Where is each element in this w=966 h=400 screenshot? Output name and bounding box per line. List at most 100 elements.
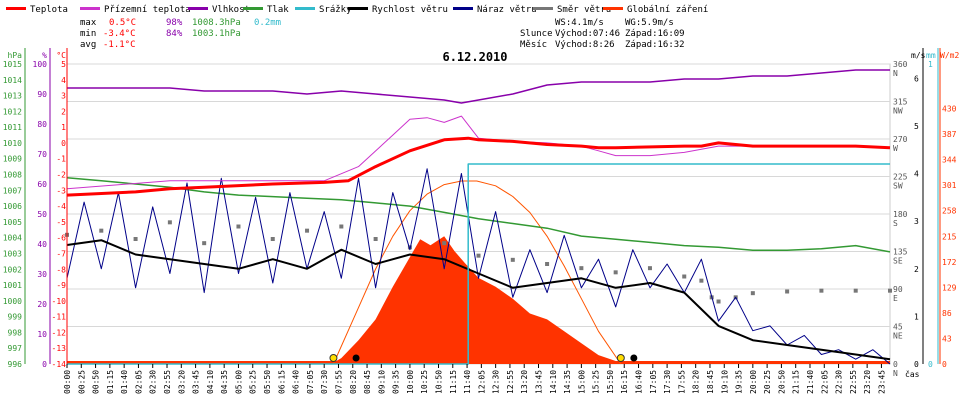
legend-swatch [603, 7, 623, 10]
moonset-marker [630, 354, 638, 362]
series-wind-direction-point [716, 299, 721, 304]
axis-hpa-label: hPa [8, 51, 23, 60]
axis-humidity-label: % [42, 51, 47, 60]
sunrise-marker [329, 354, 338, 362]
stat-moon-set: Západ:16:32 [625, 40, 685, 50]
axis-hpa-tick: 998 [8, 328, 23, 337]
series-wind-direction-point [785, 289, 790, 294]
stat-max-label: max [80, 18, 97, 28]
series-wind-direction-point [853, 288, 858, 293]
x-tick-label: 14:10 [549, 370, 558, 394]
legend-entry: Přízemní teplota [104, 5, 191, 15]
axis-temperature-tick: -9 [56, 281, 66, 290]
axis-rain-tick: 1 [928, 60, 933, 69]
x-tick-label: 18:45 [706, 370, 715, 394]
axis-temperature-tick: -12 [52, 328, 67, 337]
axis-humidity-tick: 0 [42, 360, 47, 369]
series-wind-direction-point [339, 224, 344, 229]
legend-swatch [533, 7, 553, 10]
x-tick-label: 10:00 [406, 370, 415, 394]
axis-humidity-tick: 30 [37, 270, 47, 279]
axis-temperature-tick: -14 [52, 360, 67, 369]
series-pressure [66, 176, 891, 253]
axis-hpa-tick: 1002 [3, 265, 22, 274]
series-wind-direction-point [133, 237, 138, 241]
stat-min-press: 1003.1hPa [192, 29, 241, 39]
axis-radiation-tick: 86 [942, 309, 952, 318]
axis-temperature-tick: -8 [56, 265, 66, 274]
x-tick-label: 19:35 [735, 370, 744, 394]
legend: Teplota Přízemní teplota Vlhkost Tlak Srážky… [6, 5, 708, 15]
x-tick-label: 07:55 [334, 370, 343, 394]
x-tick-label: 12:05 [477, 370, 486, 394]
axis-speed-tick: 4 [914, 170, 919, 179]
chart-title: 6.12.2010 [442, 50, 507, 64]
x-tick-label: 17:05 [649, 370, 658, 394]
axis-direction-compass: NE [893, 332, 903, 341]
axis-radiation-tick: 215 [942, 232, 957, 241]
axis-direction-compass: S [893, 219, 898, 228]
x-tick-label: 16:15 [620, 370, 629, 394]
axis-direction-tick: 0 [893, 360, 898, 369]
axis-humidity-tick: 50 [37, 210, 47, 219]
axis-rain-label: mm [926, 51, 936, 60]
series-wind-direction-point [613, 270, 618, 275]
series-wind-direction-point [819, 288, 824, 293]
axis-hpa-tick: 999 [8, 313, 23, 322]
axis-humidity-tick: 100 [33, 60, 48, 69]
axis-speed-label: m/s [911, 51, 926, 60]
x-tick-label: 15:00 [577, 370, 586, 394]
axis-temperature-tick: 1 [61, 123, 66, 132]
x-tick-label: 07:30 [320, 370, 329, 394]
legend-entry: Tlak [267, 5, 289, 15]
axis-hpa-tick: 1008 [3, 171, 22, 180]
axis-hpa-tick: 1012 [3, 107, 22, 116]
x-tick-label: 17:55 [677, 370, 686, 394]
series-wind-direction-point [682, 274, 687, 279]
axes: hPa1015101410131012101110101009100810071… [3, 48, 959, 378]
axis-temperature-tick: 4 [61, 76, 66, 85]
axis-speed-tick: 6 [914, 74, 919, 83]
x-tick-label: 00:00 [63, 370, 72, 394]
x-tick-label: 21:40 [806, 370, 815, 394]
axis-radiation-tick: 129 [942, 283, 957, 292]
axis-direction-compass: N [893, 369, 898, 378]
sunset-marker [616, 354, 625, 362]
legend-swatch [453, 7, 473, 10]
series-theoretical-radiation [332, 180, 622, 365]
x-tick-label: 18:20 [692, 370, 701, 394]
series-wind-direction-point [442, 241, 447, 246]
series-wind-direction-point [579, 266, 584, 271]
axis-speed-tick: 5 [914, 122, 919, 131]
axis-temperature-tick: -7 [56, 249, 66, 258]
axis-humidity-tick: 70 [37, 150, 47, 159]
x-tick-label: 09:35 [392, 370, 401, 394]
x-tick-label: 02:55 [163, 370, 172, 394]
axis-temperature-tick: -6 [56, 234, 66, 243]
stat-sun-set: Západ:16:09 [625, 29, 685, 39]
x-tick-label: 02:30 [149, 370, 158, 394]
x-tick-label: 03:20 [177, 370, 186, 394]
stat-sun-rise: Východ:07:46 [555, 29, 620, 39]
legend-swatch [6, 7, 26, 10]
axis-direction-tick: 360 [893, 60, 908, 69]
x-tick-label: 21:15 [792, 370, 801, 394]
series-wind-speed [66, 239, 891, 361]
x-tick-label: 20:25 [763, 370, 772, 394]
series-wind-direction-point [647, 266, 652, 271]
x-tick-label: 07:05 [306, 370, 315, 394]
axis-temperature-tick: 5 [61, 60, 66, 69]
series-wind-direction-point [373, 237, 378, 241]
axis-rain-tick: 0 [928, 360, 933, 369]
x-tick-label: 23:45 [877, 370, 886, 394]
x-tick-label: 22:30 [835, 370, 844, 394]
axis-temperature-tick: -13 [52, 344, 67, 353]
axis-direction-tick: 315 [893, 98, 908, 107]
axis-direction-compass: SE [893, 257, 903, 266]
series-rain [67, 163, 890, 365]
series-wind-direction-point [545, 262, 550, 266]
x-tick-label: 13:20 [520, 370, 529, 394]
axis-temperature-tick: 3 [61, 92, 66, 101]
x-tick-label: 22:55 [849, 370, 858, 394]
x-tick-label: 11:15 [449, 370, 458, 394]
